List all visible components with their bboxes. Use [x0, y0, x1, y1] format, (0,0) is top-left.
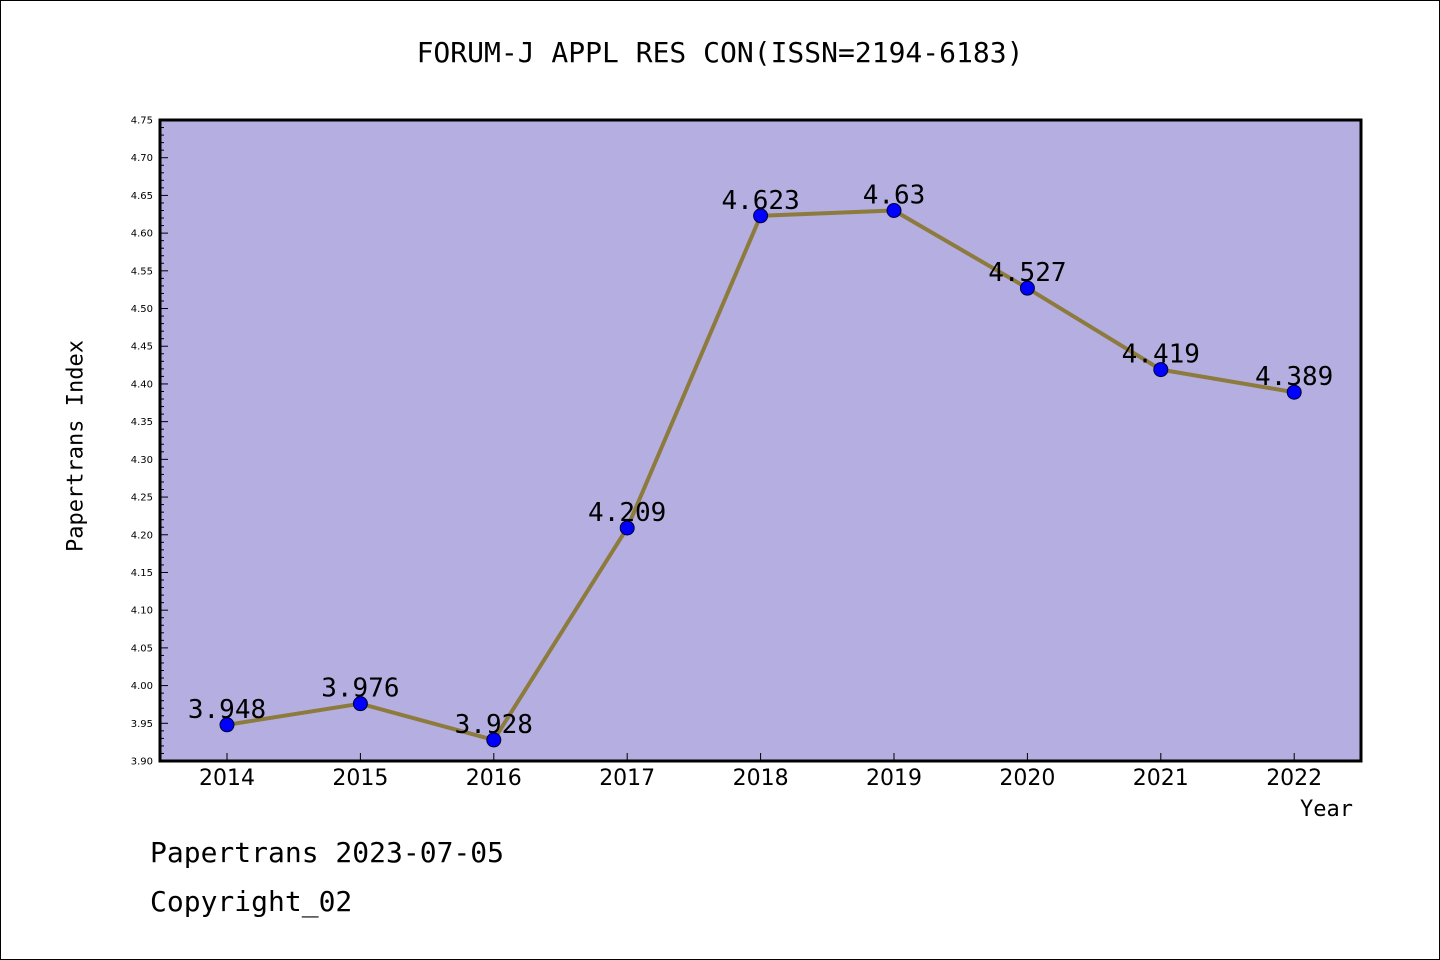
x-tick-label: 2019 [866, 766, 922, 791]
x-tick-label: 2021 [1133, 766, 1189, 791]
y-tick-label: 4.55 [131, 266, 153, 277]
y-tick-label: 4.40 [131, 379, 153, 390]
footer-copyright: Copyright_02 [150, 885, 353, 918]
y-tick-label: 4.60 [131, 229, 153, 240]
y-tick-label: 4.70 [131, 153, 153, 164]
y-tick-label: 4.30 [131, 455, 153, 466]
y-tick-label: 4.25 [131, 493, 153, 504]
y-tick-label: 4.05 [131, 643, 153, 654]
data-point [1286, 384, 1302, 400]
y-tick-label: 4.35 [131, 417, 153, 428]
data-point [753, 208, 769, 224]
x-tick-label: 2014 [199, 766, 255, 791]
x-tick-label: 2017 [599, 766, 655, 791]
y-tick-label: 4.75 [131, 116, 153, 127]
plot-area [160, 120, 1361, 761]
data-point [886, 202, 902, 218]
y-tick-label: 4.15 [131, 568, 153, 579]
x-tick-label: 2015 [332, 766, 388, 791]
data-point [219, 717, 235, 733]
data-point [619, 520, 635, 536]
y-tick-label: 4.10 [131, 606, 153, 617]
data-point [486, 732, 502, 748]
data-point [1019, 280, 1035, 296]
x-axis-label: Year [1300, 797, 1353, 822]
data-point [1153, 362, 1169, 378]
footer-date: Papertrans 2023-07-05 [150, 836, 505, 869]
chart-title: FORUM-J APPL RES CON(ISSN=2194-6183) [416, 36, 1024, 69]
x-tick-label: 2016 [466, 766, 522, 791]
x-tick-label: 2022 [1266, 766, 1322, 791]
x-tick-label: 2020 [999, 766, 1055, 791]
data-label: 3.928 [455, 710, 533, 740]
data-label: 4.209 [588, 498, 666, 528]
data-label: 4.623 [721, 186, 799, 216]
data-point [352, 696, 368, 712]
y-tick-label: 4.20 [131, 530, 153, 541]
plot-border [158, 118, 1363, 763]
y-tick-label: 3.90 [131, 757, 153, 768]
y-tick-label: 4.45 [131, 342, 153, 353]
data-label: 3.948 [188, 695, 266, 725]
data-label: 4.63 [863, 180, 926, 210]
data-label: 4.419 [1122, 340, 1200, 370]
data-label: 3.976 [321, 674, 399, 704]
y-tick-label: 4.50 [131, 304, 153, 315]
y-tick-label: 4.65 [131, 191, 153, 202]
y-tick-label: 4.00 [131, 681, 153, 692]
y-tick-label: 3.95 [131, 719, 153, 730]
x-tick-label: 2018 [733, 766, 789, 791]
data-label: 4.389 [1255, 362, 1333, 392]
data-label: 4.527 [988, 258, 1066, 288]
